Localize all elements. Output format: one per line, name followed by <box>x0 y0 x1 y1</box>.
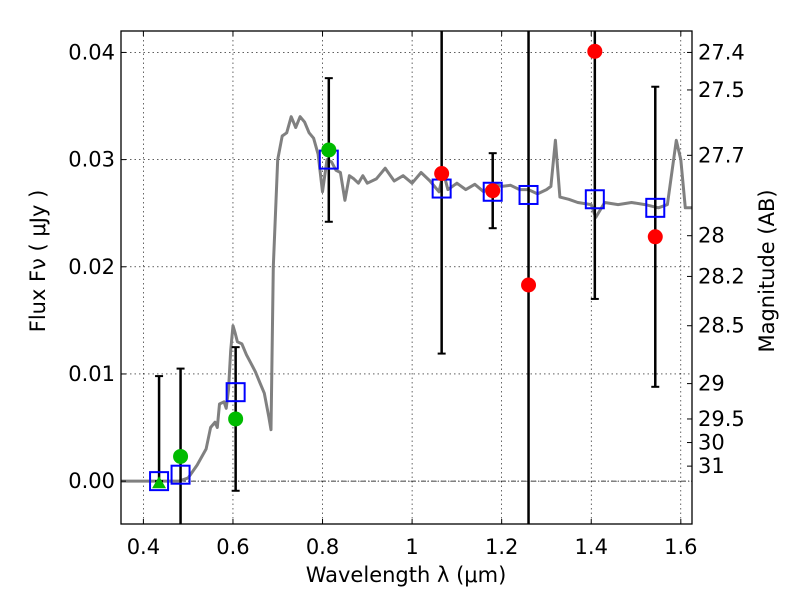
x-tick-label: 0.6 <box>216 535 249 559</box>
y-axis-label: Flux Fν ( μJy ) <box>26 190 50 333</box>
plot-frame <box>120 30 693 525</box>
y2-tick-label: 27.4 <box>698 40 745 64</box>
x-tick-label: 1 <box>405 535 418 559</box>
model-band-square <box>170 464 191 485</box>
nir-point <box>647 229 663 245</box>
nir-point <box>521 277 537 293</box>
model-band-square <box>584 189 605 210</box>
y-tick-label: 0.01 <box>68 362 115 386</box>
optical-point <box>228 411 244 427</box>
optical-point <box>321 142 337 158</box>
y-tick-label: 0.02 <box>68 255 115 279</box>
nir-point <box>485 183 501 199</box>
y2-tick-label: 27.5 <box>698 78 745 102</box>
y2-tick-label: 30 <box>698 431 725 455</box>
model-band-square <box>482 181 503 202</box>
model-band-square <box>645 197 666 218</box>
y2-tick-label: 27.7 <box>698 143 745 167</box>
x-tick-label: 1.2 <box>485 535 518 559</box>
y2-axis-label: Magnitude (AB) <box>755 189 779 352</box>
y-tick-label: 0.00 <box>68 469 115 493</box>
upper-limit-triangle <box>152 476 167 489</box>
optical-point <box>173 448 189 464</box>
errorbar-layer <box>155 31 660 524</box>
y2-tick-label: 31 <box>698 454 725 478</box>
model-spectrum-layer <box>121 115 692 483</box>
y2-tick-label: 28.2 <box>698 264 745 288</box>
y2-tick-label: 29.5 <box>698 407 745 431</box>
model-band-square <box>518 184 539 205</box>
x-tick-label: 0.8 <box>306 535 339 559</box>
model-band-square <box>225 382 246 403</box>
nir-point <box>587 43 603 59</box>
x-tick-label: 1.4 <box>575 535 608 559</box>
y2-tick-label: 29 <box>698 372 725 396</box>
y2-tick-label: 28 <box>698 224 725 248</box>
marker-layer <box>149 43 666 492</box>
nir-point <box>434 166 450 182</box>
x-tick-label: 1.6 <box>664 535 697 559</box>
model-spectrum-line <box>121 115 692 483</box>
y-tick-label: 0.04 <box>68 40 115 64</box>
grid <box>121 31 692 524</box>
y2-tick-label: 28.5 <box>698 314 745 338</box>
x-tick-label: 0.4 <box>127 535 160 559</box>
tick-layer: 0.4 0.6 0.8 1 1.2 1.4 1.6 0.00 0.01 0.02 0.03 0.04 2… <box>68 31 745 559</box>
y-tick-label: 0.03 <box>68 148 115 172</box>
x-axis-label: Wavelength λ (μm) <box>306 563 507 587</box>
model-band-square <box>149 471 170 492</box>
